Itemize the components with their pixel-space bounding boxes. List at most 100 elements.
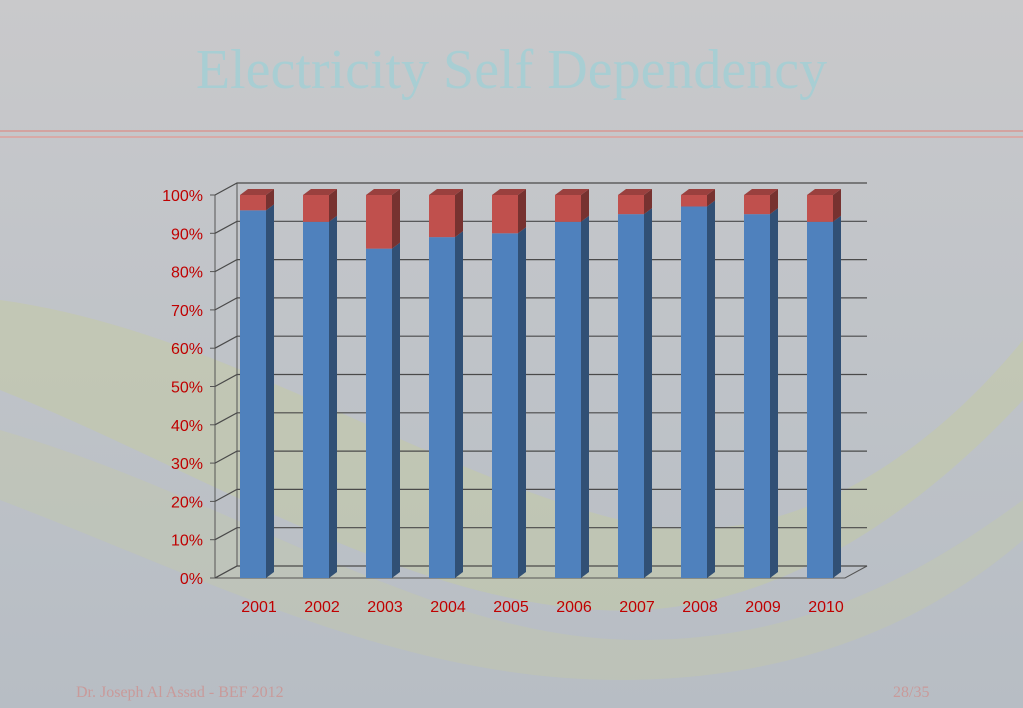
y-tick-label: 30% [171, 456, 203, 473]
bar-group [744, 189, 778, 578]
bar-top [429, 189, 463, 195]
bar-segment-upper-side [644, 189, 652, 215]
footer-page-number: 28/35 [893, 684, 930, 701]
x-tick-label: 2007 [619, 599, 655, 616]
slide-title: Electricity Self Dependency [195, 39, 828, 101]
bar-segment-upper-side [329, 189, 337, 222]
bar-top [681, 189, 715, 195]
y-tick-label: 50% [171, 380, 203, 397]
bar-segment-lower [618, 214, 644, 578]
bar-segment-upper-side [833, 189, 841, 222]
bar-segment-upper-side [455, 189, 463, 238]
bar-segment-lower-side [770, 208, 778, 578]
chart-gridlines [210, 182, 868, 579]
bar-segment-upper [807, 195, 833, 222]
bar-segment-upper [744, 195, 770, 215]
bar-segment-upper-side [266, 189, 274, 211]
gridline [214, 182, 867, 196]
bar-segment-lower-side [581, 215, 589, 578]
x-tick-label: 2004 [430, 599, 466, 616]
bar-top [366, 189, 400, 195]
bar-top [492, 189, 526, 195]
bar-group [366, 189, 400, 578]
gridline [214, 373, 867, 388]
bar-segment-lower [366, 248, 392, 578]
x-tick-label: 2009 [745, 599, 781, 616]
bar-segment-lower [555, 221, 581, 578]
x-tick-label: 2010 [808, 599, 844, 616]
bar-group [492, 189, 526, 579]
bar-top [744, 189, 778, 195]
bar-segment-upper [492, 195, 518, 234]
y-tick-label: 100% [162, 188, 203, 205]
bar-segment-upper-side [770, 189, 778, 215]
y-axis-tick-labels: 0% 10% 20% 30% 40% 50% 60% 70% 80% 90% 100% [162, 188, 203, 588]
y-tick-label: 60% [171, 341, 203, 358]
bar-segment-upper-side [581, 189, 589, 222]
bar-segment-lower-side [266, 204, 274, 578]
bar-segment-upper [240, 195, 266, 211]
bar-segment-lower [429, 237, 455, 578]
footer-author: Dr. Joseph Al Assad - BEF 2012 [76, 684, 284, 701]
bar-segment-upper [618, 195, 644, 215]
y-tick-label: 90% [171, 226, 203, 243]
bar-segment-upper-side [392, 189, 400, 249]
bar-group [555, 189, 589, 578]
bar-segment-upper-side [707, 189, 715, 207]
gridline [214, 450, 867, 464]
bar-top [303, 189, 337, 195]
gridline [214, 412, 867, 426]
x-tick-label: 2005 [493, 599, 529, 616]
gridline [214, 297, 867, 311]
bar-segment-lower [492, 233, 518, 579]
bar-group [807, 189, 841, 578]
title-divider-line-secondary [0, 136, 1023, 138]
gridline [214, 527, 867, 541]
bar-segment-lower-side [707, 200, 715, 579]
bar-group [618, 189, 652, 578]
bar-segment-lower [681, 206, 707, 579]
bar-top [555, 189, 589, 195]
bar-segment-lower [744, 214, 770, 578]
bar-segment-upper [366, 195, 392, 249]
y-tick-label: 80% [171, 265, 203, 282]
y-tick-label: 20% [171, 494, 203, 511]
bar-group [240, 189, 274, 578]
bar-segment-lower [807, 221, 833, 578]
bar-segment-upper [681, 195, 707, 207]
x-tick-label: 2003 [367, 599, 403, 616]
bar-segment-upper [555, 195, 581, 222]
bar-segment-lower-side [833, 215, 841, 578]
chart-bars [240, 189, 841, 579]
bar-top [618, 189, 652, 195]
bar-segment-lower-side [329, 215, 337, 578]
bar-group [681, 189, 715, 579]
gridline [214, 488, 867, 502]
bar-segment-upper [429, 195, 455, 238]
bar-segment-lower-side [518, 227, 526, 579]
y-tick-label: 70% [171, 303, 203, 320]
gridline [214, 335, 867, 349]
y-tick-label: 40% [171, 418, 203, 435]
bar-segment-lower-side [455, 231, 463, 578]
bar-segment-lower [303, 221, 329, 578]
bar-segment-lower-side [644, 208, 652, 578]
x-tick-label: 2001 [241, 599, 277, 616]
x-axis-tick-labels: 2001 2002 2003 2004 2005 2006 2007 2008 2009 2010 [241, 599, 844, 616]
gridline [214, 565, 867, 579]
bar-segment-lower-side [392, 242, 400, 578]
bar-group [303, 189, 337, 578]
x-tick-label: 2002 [304, 599, 340, 616]
bar-top [807, 189, 841, 195]
y-tick-label: 10% [171, 533, 203, 550]
gridline [214, 259, 867, 273]
x-tick-label: 2006 [556, 599, 592, 616]
gridline [214, 220, 867, 234]
title-divider-line [0, 130, 1023, 132]
bar-segment-upper [303, 195, 329, 222]
x-tick-label: 2008 [682, 599, 718, 616]
bar-segment-upper-side [518, 189, 526, 234]
y-tick-label: 0% [180, 571, 203, 588]
bar-top [240, 189, 274, 195]
